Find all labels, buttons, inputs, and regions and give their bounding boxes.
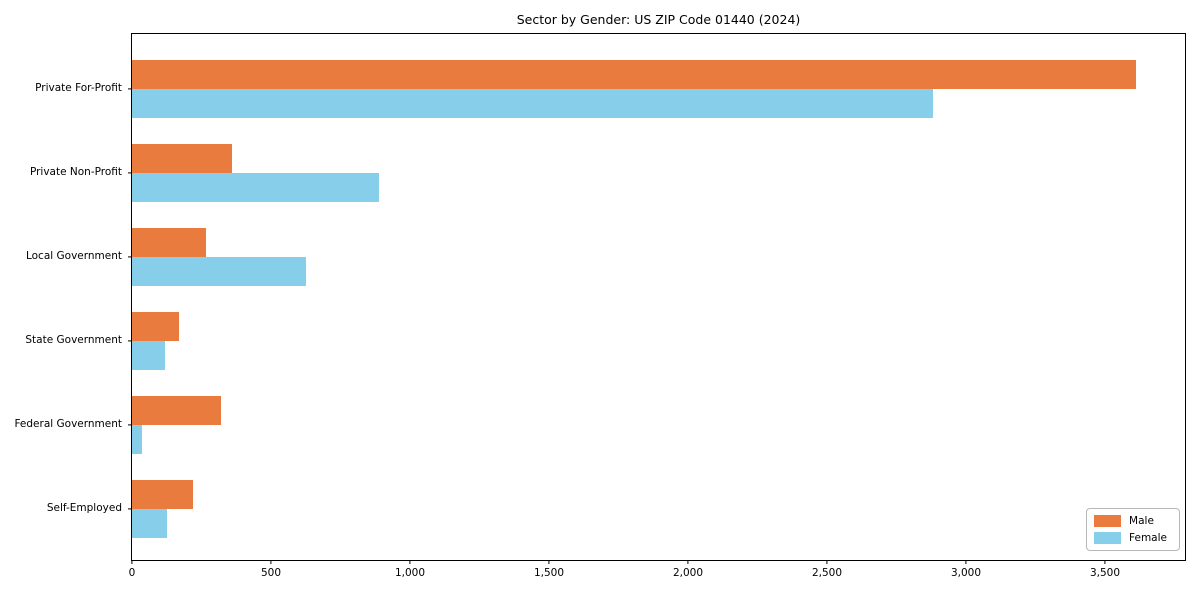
bar-female-private-for-profit	[132, 89, 933, 118]
plot-area: 0 500 1,000 1,500 2,000 2,500 3,000 3,500 Male F…	[128, 33, 1186, 579]
y-tick-mark	[128, 256, 132, 258]
x-tick-label: 500	[260, 567, 282, 579]
x-tick-mark	[826, 560, 828, 564]
x-tick-mark	[131, 560, 133, 564]
x-tick-label: 1,000	[394, 567, 426, 579]
legend-item-female: Female	[1094, 532, 1167, 544]
category-label: State Government	[25, 334, 122, 346]
bar-male-local-government	[132, 228, 206, 257]
category-label: Private Non-Profit	[29, 166, 122, 178]
y-tick-mark	[128, 508, 132, 510]
x-tick-label: 2,000	[672, 567, 704, 579]
bar-male-federal-government	[132, 396, 221, 425]
legend-swatch-male	[1094, 515, 1122, 527]
x-tick-mark	[687, 560, 689, 564]
y-tick-mark	[128, 172, 132, 174]
bar-female-self-employed	[132, 509, 167, 538]
bar-male-state-government	[132, 312, 180, 341]
category-label: Local Government	[25, 250, 122, 262]
category-label: Federal Government	[14, 418, 122, 430]
legend-swatch-female	[1094, 532, 1122, 544]
bar-female-private-non-profit	[132, 173, 380, 202]
x-tick-mark	[965, 560, 967, 564]
category-label: Private For-Profit	[35, 82, 122, 94]
category-label: Self-Employed	[46, 502, 122, 514]
x-tick-mark	[1104, 560, 1106, 564]
x-tick-mark	[270, 560, 272, 564]
x-tick-label: 1,500	[533, 567, 565, 579]
x-tick-mark	[548, 560, 550, 564]
legend: Male Female	[1086, 508, 1180, 551]
y-tick-mark	[128, 424, 132, 426]
x-tick-label: 3,500	[1089, 567, 1121, 579]
bar-male-private-for-profit	[132, 60, 1136, 89]
bar-female-state-government	[132, 341, 166, 370]
x-tick-label: 3,000	[950, 567, 982, 579]
x-tick-label: 0	[128, 567, 136, 579]
y-tick-mark	[128, 88, 132, 90]
x-tick-mark	[409, 560, 411, 564]
bar-male-private-non-profit	[132, 144, 233, 173]
legend-item-male: Male	[1094, 515, 1167, 527]
bar-male-self-employed	[132, 480, 194, 509]
bar-female-federal-government	[132, 425, 142, 454]
legend-label-female: Female	[1129, 532, 1167, 544]
chart-title: Sector by Gender: US ZIP Code 01440 (202…	[516, 12, 801, 27]
x-tick-label: 2,500	[811, 567, 843, 579]
y-tick-mark	[128, 340, 132, 342]
legend-label-male: Male	[1129, 515, 1154, 527]
bar-female-local-government	[132, 257, 306, 286]
